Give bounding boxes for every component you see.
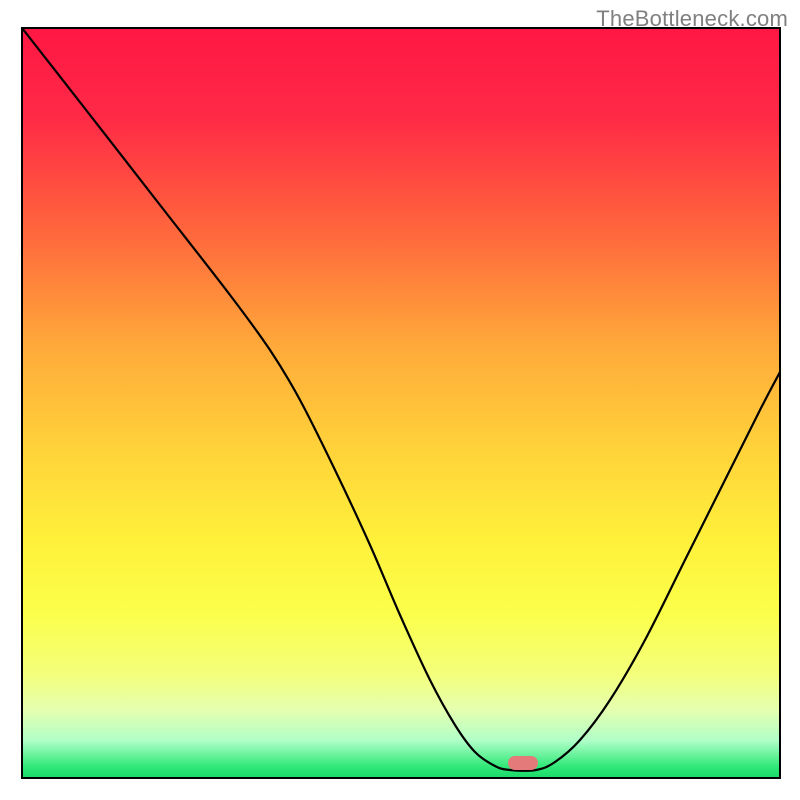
optimum-marker (508, 756, 538, 770)
chart-container: TheBottleneck.com (0, 0, 800, 800)
bottleneck-chart (0, 0, 800, 800)
plot-background (22, 28, 780, 778)
